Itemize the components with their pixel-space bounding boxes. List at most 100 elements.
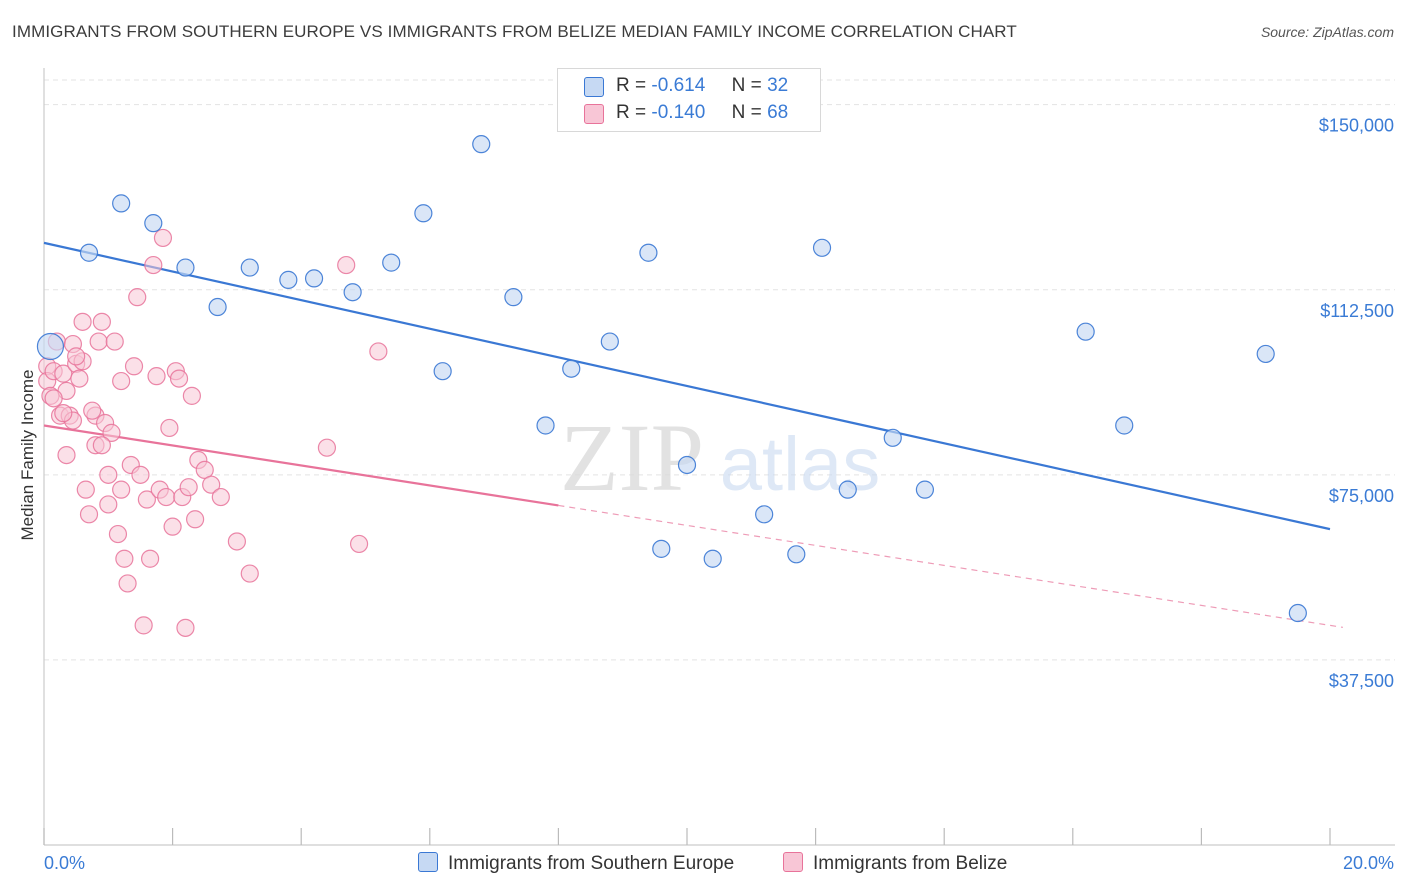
belize-point bbox=[54, 404, 73, 423]
southern-europe-point bbox=[812, 238, 832, 257]
trend-line-belize-extension bbox=[558, 504, 1343, 628]
x-max-label: 20.0% bbox=[1343, 853, 1394, 873]
legend-r-label: R = bbox=[616, 75, 647, 96]
southern-europe-point bbox=[472, 135, 491, 154]
legend-r-value: -0.140 bbox=[651, 102, 706, 123]
legend-r-label: R = bbox=[616, 102, 647, 123]
belize-point bbox=[137, 490, 156, 509]
belize-point bbox=[76, 480, 95, 499]
belize-point bbox=[102, 423, 121, 442]
southern-europe-point bbox=[600, 332, 619, 351]
southern-europe-point bbox=[504, 288, 523, 307]
southern-europe-point bbox=[1115, 416, 1134, 435]
belize-point bbox=[147, 367, 166, 386]
bottom-legend-label: Immigrants from Belize bbox=[813, 853, 1008, 874]
legend-swatch-pink bbox=[584, 104, 604, 124]
southern-europe-point bbox=[915, 480, 935, 499]
belize-point bbox=[67, 347, 86, 366]
belize-point bbox=[211, 487, 230, 507]
legend-swatch-blue bbox=[584, 77, 604, 97]
legend-n-label: N = bbox=[731, 75, 762, 96]
belize-point bbox=[105, 332, 124, 351]
source-credit: Source: ZipAtlas.com bbox=[1260, 24, 1394, 40]
belize-point bbox=[112, 480, 131, 499]
southern-europe-point bbox=[343, 283, 362, 302]
belize-point bbox=[153, 228, 173, 248]
southern-europe-point bbox=[382, 253, 401, 272]
southern-europe-point bbox=[639, 243, 658, 262]
southern-europe-point bbox=[433, 362, 452, 381]
belize-point bbox=[99, 495, 118, 514]
y-tick-labels: $37,500 $75,000 $112,500 $150,000 bbox=[1319, 116, 1394, 691]
belize-point bbox=[92, 312, 111, 331]
southern-europe-point bbox=[883, 428, 902, 447]
belize-point bbox=[128, 288, 147, 307]
y-axis-label: Median Family Income bbox=[18, 369, 37, 540]
bottom-legend-belize: Immigrants from Belize bbox=[783, 852, 1007, 875]
belize-point bbox=[73, 312, 92, 331]
southern-europe-point bbox=[79, 243, 99, 262]
y-tick-label: $112,500 bbox=[1320, 301, 1394, 321]
belize-point bbox=[140, 549, 160, 568]
belize-point bbox=[176, 618, 195, 637]
x-min-label: 0.0% bbox=[44, 853, 85, 873]
southern-europe-point bbox=[240, 258, 259, 277]
trend-lines bbox=[43, 241, 1343, 628]
southern-europe-point bbox=[838, 480, 857, 499]
southern-europe-point bbox=[755, 505, 774, 524]
belize-point bbox=[163, 517, 182, 536]
southern-europe-point bbox=[112, 194, 131, 213]
axes bbox=[43, 68, 1395, 846]
bottom-legend-southern-europe: Immigrants from Southern Europe bbox=[418, 852, 734, 875]
watermark-atlas: atlas bbox=[720, 422, 881, 507]
southern-europe-point bbox=[677, 455, 697, 475]
southern-europe-point bbox=[536, 416, 555, 435]
belize-point bbox=[349, 534, 369, 554]
belize-point bbox=[160, 418, 179, 438]
southern-europe-point bbox=[1076, 322, 1095, 341]
belize-point bbox=[317, 438, 337, 457]
southern-europe-point bbox=[703, 549, 722, 568]
belize-point bbox=[157, 487, 176, 507]
watermark-zip: ZIP bbox=[560, 404, 704, 511]
belize-point bbox=[115, 549, 134, 568]
legend-n-label: N = bbox=[731, 102, 762, 123]
belize-point bbox=[92, 436, 111, 455]
bottom-legend-swatch-pink bbox=[783, 852, 803, 872]
bottom-legend-label: Immigrants from Southern Europe bbox=[448, 853, 735, 874]
belize-points bbox=[38, 228, 388, 637]
chart-title: IMMIGRANTS FROM SOUTHERN EUROPE VS IMMIG… bbox=[12, 22, 1017, 41]
belize-point bbox=[337, 255, 356, 275]
southern-europe-point bbox=[414, 204, 433, 223]
watermark: ZIP atlas bbox=[560, 404, 880, 511]
belize-point bbox=[79, 505, 99, 524]
y-tick-label: $75,000 bbox=[1329, 486, 1394, 506]
belize-point bbox=[169, 369, 189, 388]
southern-europe-point bbox=[787, 545, 806, 564]
southern-europe-point bbox=[652, 539, 671, 558]
belize-point bbox=[182, 386, 201, 405]
legend-r-value: -0.614 bbox=[651, 75, 706, 96]
trend-line-southern-europe bbox=[43, 241, 1331, 531]
southern-europe-point bbox=[562, 359, 581, 378]
legend-n-value: 32 bbox=[767, 75, 789, 96]
y-tick-label: $37,500 bbox=[1329, 671, 1394, 691]
belize-point bbox=[131, 465, 150, 484]
belize-point bbox=[108, 524, 128, 544]
belize-point bbox=[186, 510, 205, 529]
belize-point bbox=[70, 369, 89, 388]
correlation-legend: R = -0.614 N = 32 R = -0.140 N = 68 bbox=[557, 68, 821, 132]
belize-point bbox=[89, 332, 108, 351]
legend-n-value: 68 bbox=[767, 102, 789, 123]
belize-point bbox=[57, 445, 76, 465]
southern-europe-point bbox=[208, 297, 227, 317]
southern-europe-point bbox=[279, 270, 298, 289]
belize-point bbox=[99, 465, 118, 484]
belize-point bbox=[240, 564, 259, 583]
southern-europe-point bbox=[144, 214, 163, 233]
southern-europe-point bbox=[304, 269, 324, 288]
southern-europe-points bbox=[36, 135, 1307, 623]
bottom-legend-swatch-blue bbox=[418, 852, 438, 872]
belize-point bbox=[134, 616, 153, 635]
